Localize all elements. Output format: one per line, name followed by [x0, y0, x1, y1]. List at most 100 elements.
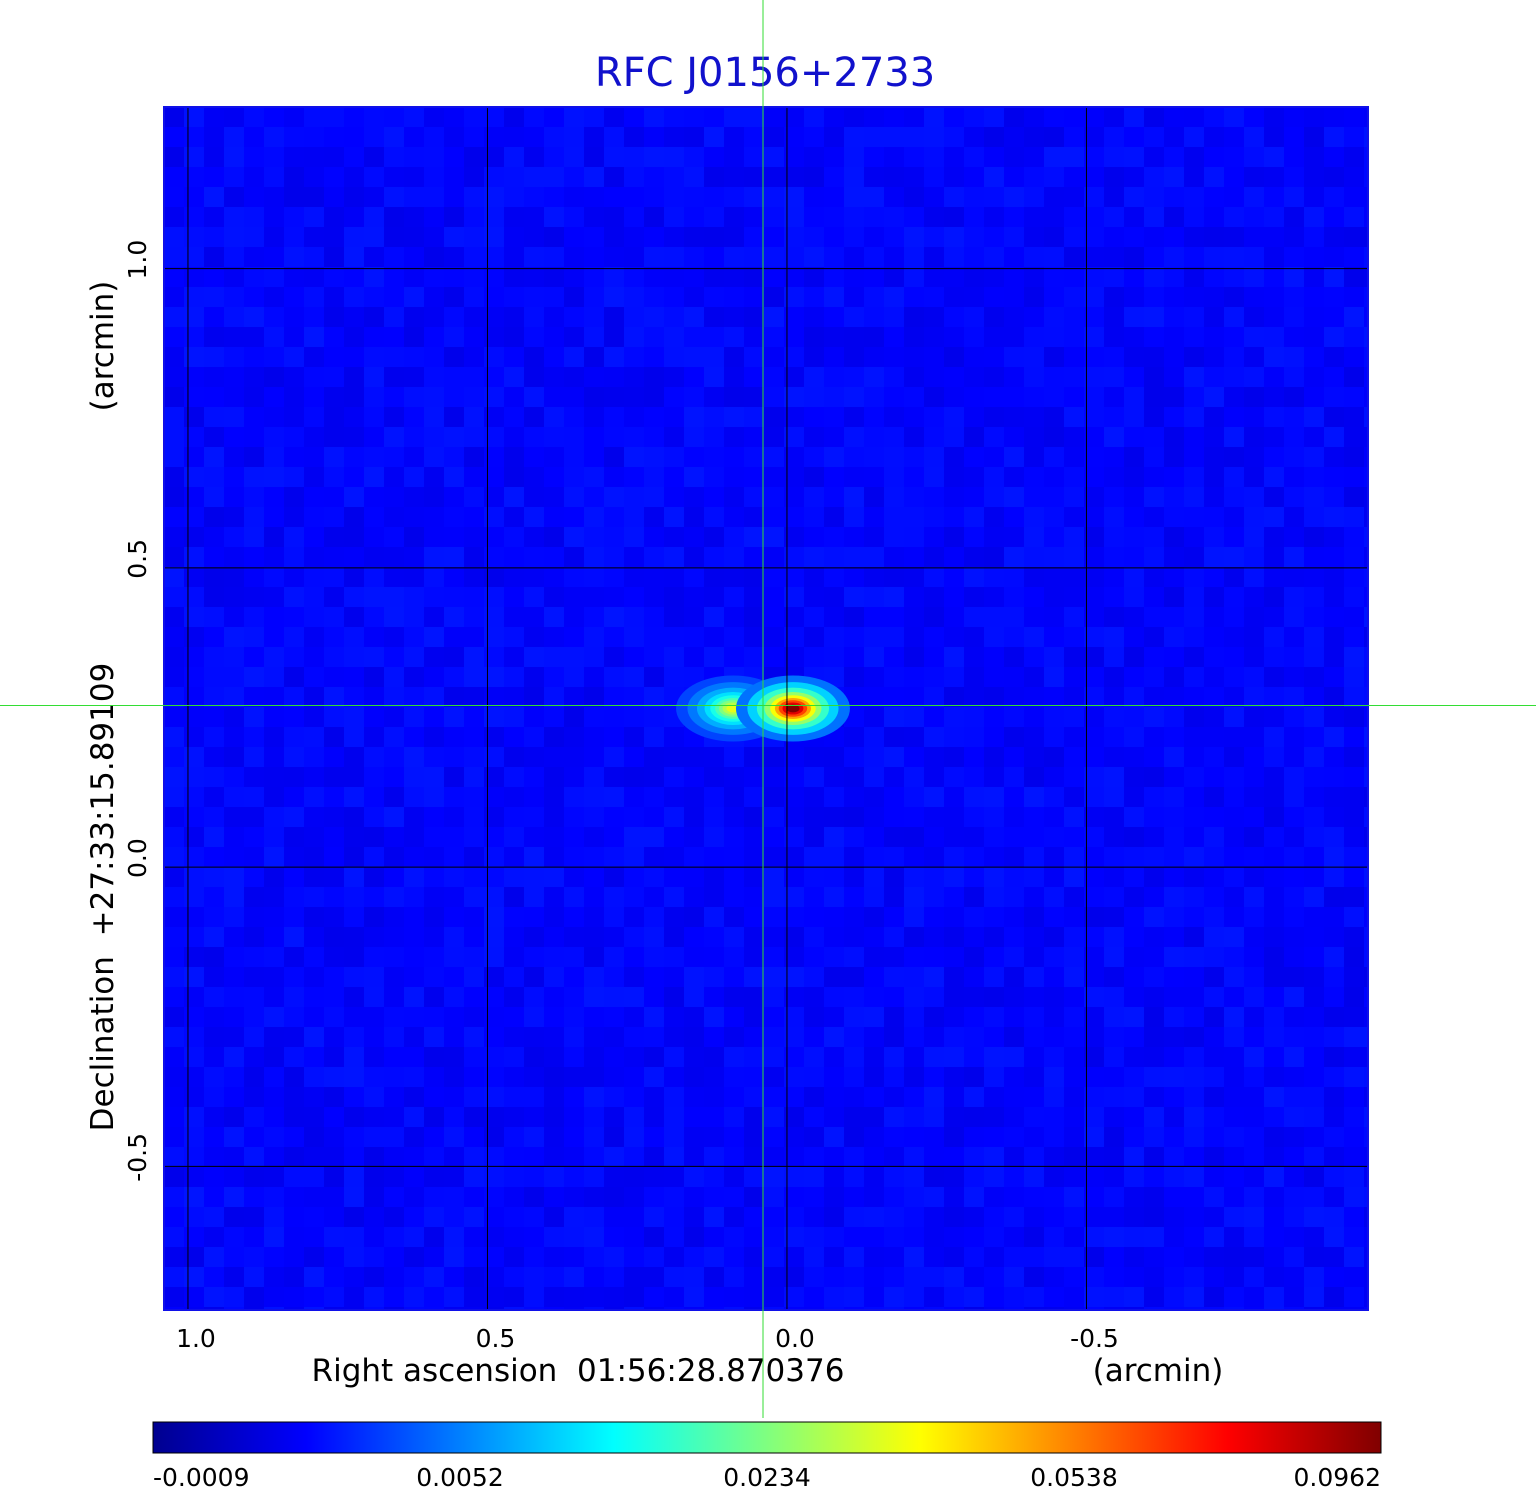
noise-cell — [884, 207, 904, 227]
noise-cell — [1244, 287, 1264, 307]
noise-cell — [184, 1027, 204, 1047]
noise-cell — [484, 1087, 504, 1107]
noise-cell — [1224, 907, 1244, 927]
noise-cell — [204, 387, 224, 407]
noise-cell — [984, 1227, 1004, 1247]
noise-cell — [984, 787, 1004, 807]
noise-cell — [1144, 347, 1164, 367]
noise-cell — [1124, 447, 1144, 467]
noise-cell — [864, 847, 884, 867]
noise-cell — [544, 347, 564, 367]
noise-cell — [664, 207, 684, 227]
noise-cell — [564, 367, 584, 387]
noise-cell — [784, 227, 804, 247]
noise-cell — [1044, 447, 1064, 467]
noise-cell — [1244, 527, 1264, 547]
noise-cell — [244, 1127, 264, 1147]
noise-cell — [364, 527, 384, 547]
noise-cell — [1364, 927, 1368, 947]
noise-cell — [804, 487, 824, 507]
noise-cell — [884, 227, 904, 247]
noise-cell — [1304, 347, 1324, 367]
noise-cell — [184, 367, 204, 387]
noise-cell — [1324, 687, 1344, 707]
noise-cell — [1304, 387, 1324, 407]
noise-cell — [824, 387, 844, 407]
noise-cell — [164, 1047, 184, 1067]
noise-cell — [664, 147, 684, 167]
noise-cell — [524, 707, 544, 727]
noise-cell — [584, 1007, 604, 1027]
noise-cell — [904, 307, 924, 327]
noise-cell — [1024, 767, 1044, 787]
noise-cell — [864, 387, 884, 407]
noise-cell — [664, 1107, 684, 1127]
noise-cell — [884, 1227, 904, 1247]
noise-cell — [184, 667, 204, 687]
noise-cell — [944, 687, 964, 707]
noise-cell — [544, 1307, 564, 1310]
noise-cell — [364, 947, 384, 967]
noise-cell — [1244, 547, 1264, 567]
noise-cell — [644, 687, 664, 707]
noise-cell — [224, 287, 244, 307]
noise-cell — [644, 667, 664, 687]
y-tick-label: 0.0 — [123, 838, 152, 878]
noise-cell — [1304, 1307, 1324, 1310]
noise-cell — [384, 687, 404, 707]
noise-cell — [1244, 867, 1264, 887]
noise-cell — [1344, 1007, 1364, 1027]
noise-cell — [1224, 107, 1244, 127]
noise-cell — [184, 147, 204, 167]
noise-cell — [504, 827, 524, 847]
noise-cell — [344, 427, 364, 447]
noise-cell — [1144, 427, 1164, 447]
noise-cell — [304, 107, 324, 127]
noise-cell — [344, 627, 364, 647]
noise-cell — [884, 1107, 904, 1127]
noise-cell — [624, 327, 644, 347]
noise-cell — [1244, 807, 1264, 827]
noise-cell — [704, 887, 724, 907]
noise-cell — [1104, 1287, 1124, 1307]
noise-cell — [324, 827, 344, 847]
noise-cell — [864, 287, 884, 307]
noise-cell — [444, 1107, 464, 1127]
noise-cell — [924, 547, 944, 567]
noise-cell — [944, 187, 964, 207]
noise-cell — [1104, 1167, 1124, 1187]
noise-cell — [164, 587, 184, 607]
noise-cell — [624, 487, 644, 507]
noise-cell — [204, 687, 224, 707]
noise-cell — [744, 1187, 764, 1207]
noise-cell — [1084, 1267, 1104, 1287]
noise-cell — [1304, 1187, 1324, 1207]
noise-cell — [204, 487, 224, 507]
noise-cell — [884, 447, 904, 467]
noise-cell — [684, 1287, 704, 1307]
noise-cell — [1164, 987, 1184, 1007]
noise-cell — [324, 927, 344, 947]
noise-cell — [604, 807, 624, 827]
noise-cell — [344, 1107, 364, 1127]
noise-cell — [264, 547, 284, 567]
noise-cell — [264, 387, 284, 407]
noise-cell — [1124, 727, 1144, 747]
noise-cell — [1184, 587, 1204, 607]
noise-cell — [1264, 807, 1284, 827]
noise-cell — [884, 987, 904, 1007]
noise-cell — [1284, 107, 1304, 127]
noise-cell — [184, 1207, 204, 1227]
noise-cell — [784, 627, 804, 647]
noise-cell — [1004, 967, 1024, 987]
noise-cell — [1044, 547, 1064, 567]
noise-cell — [1144, 1087, 1164, 1107]
noise-cell — [1184, 1087, 1204, 1107]
noise-cell — [1004, 1007, 1024, 1027]
noise-cell — [184, 1287, 204, 1307]
noise-cell — [204, 247, 224, 267]
noise-cell — [1324, 1307, 1344, 1310]
noise-cell — [284, 1107, 304, 1127]
noise-cell — [1344, 647, 1364, 667]
noise-cell — [924, 127, 944, 147]
